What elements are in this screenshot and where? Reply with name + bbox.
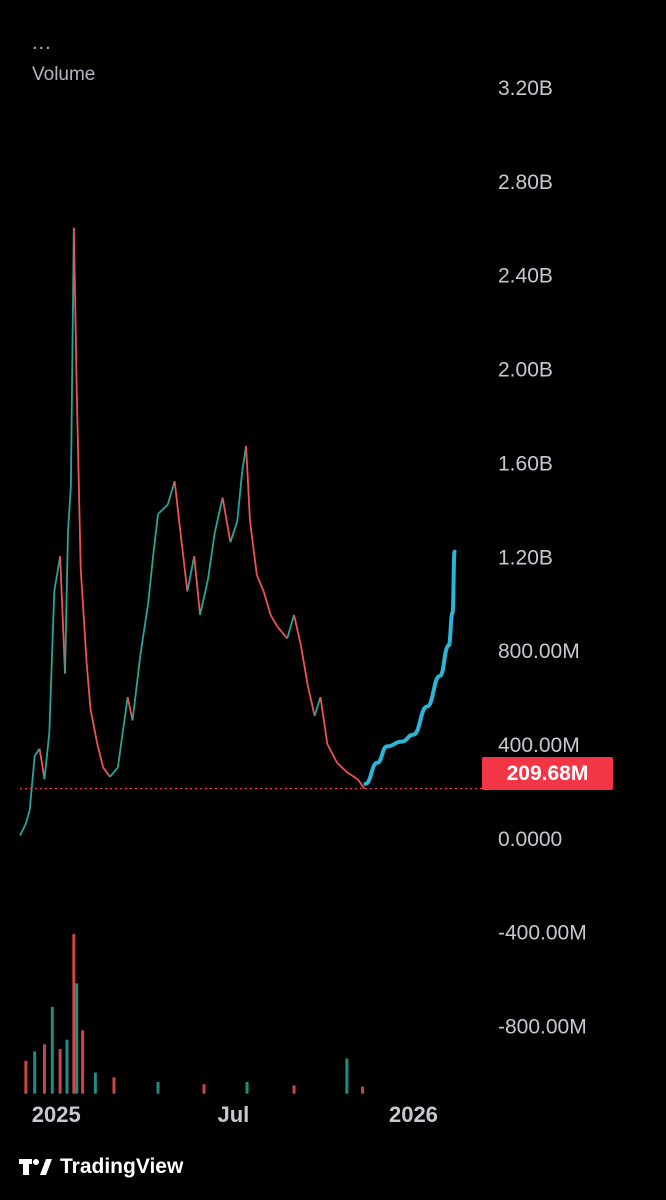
y-axis[interactable]: 3.20B 2.80B 2.40B 2.00B 1.60B 1.20B 800.00M 400… [498,77,587,1039]
y-tick-label: 2.00B [498,359,553,382]
volume-line-segment [38,748,46,780]
volume-line-segment [286,614,295,639]
volume-line-segment [147,556,155,604]
volume-line-segment [43,732,51,780]
x-tick-label: 2025 [32,1102,81,1127]
volume-line-segment [109,766,119,778]
volume-line-segment [326,743,338,764]
volume-line-segment [96,743,105,768]
volume-line-segment [48,591,56,733]
volume-line-segment [269,614,279,628]
volume-line-segment [229,520,239,543]
volume-line-segment [59,556,66,674]
volume-line-segment [102,766,111,778]
tradingview-logo-icon [19,1159,52,1175]
volume-line-segment [346,771,359,780]
volume-line-segment [207,532,216,580]
volume-line-segment [85,661,92,709]
volume-line-segment [67,485,72,533]
volume-line-segment [152,513,159,557]
volume-line-segment [173,481,182,533]
volume-line-segment [53,556,62,592]
volume-line-segment [213,497,224,533]
volume-line-segment [193,556,201,616]
volume-line-segment [293,614,302,646]
x-tick-label: Jul [217,1102,249,1127]
volume-line-segment [256,574,265,592]
volume-line-segment [69,227,75,486]
volume-line-segment [157,503,169,515]
y-tick-label: 1.20B [498,546,553,569]
volume-line-segment [236,471,244,522]
volume-line-segment [75,391,82,569]
volume-line-segment [121,696,129,733]
y-tick-label: 800.00M [498,640,580,663]
volume-line-segment [300,645,309,686]
volume-line-segment [179,532,189,592]
y-tick-label: -400.00M [498,922,587,945]
volume-line-segment [356,778,366,790]
volume-line-segment [28,755,36,810]
volume-line-segment [89,708,99,745]
projection-curve [363,549,457,786]
volume-line-segment [336,762,348,773]
x-tick-label: 2026 [389,1102,438,1127]
volume-line-segment [262,591,272,616]
volume-line-segment [249,520,258,576]
volume-line-segment [131,654,142,721]
x-axis[interactable]: 2025 Jul 2026 [32,1102,438,1127]
volume-line-segment [186,556,196,592]
volume-line-segment [199,579,209,616]
volume-line-segment [79,567,88,662]
volume-line-segment [221,497,232,543]
y-tick-label: 0.0000 [498,828,562,851]
y-tick-label: -800.00M [498,1016,587,1039]
volume-line-segment [166,480,176,505]
volume-line-segment [245,445,251,522]
brand-footer[interactable]: TradingView [18,1155,183,1179]
y-tick-label: 400.00M [498,734,580,757]
volume-line-segment [25,809,31,825]
volume-line-segment [33,748,41,757]
series-layer [19,227,457,836]
volume-line-segment [72,227,78,393]
y-tick-label: 2.80B [498,171,553,194]
indicator-title[interactable]: Volume [32,64,96,85]
brand-name: TradingView [60,1155,184,1178]
volume-line-segment [306,685,316,717]
volume-line-segment [64,532,69,674]
volume-line-segment [276,626,288,639]
y-tick-label: 2.40B [498,265,553,288]
y-tick-label: 1.60B [498,452,553,475]
volume-line-segment [19,823,27,836]
volume-line-segment [313,696,322,717]
current-value-badge: 209.68M [482,757,613,790]
legend-menu-icon[interactable]: ... [32,32,52,54]
volume-histogram [24,934,365,1094]
volume-line-segment [126,696,134,721]
volume-line-segment [116,732,124,768]
volume-line-segment [139,603,150,655]
volume-line-segment [319,696,329,745]
y-tick-label: 3.20B [498,77,553,100]
